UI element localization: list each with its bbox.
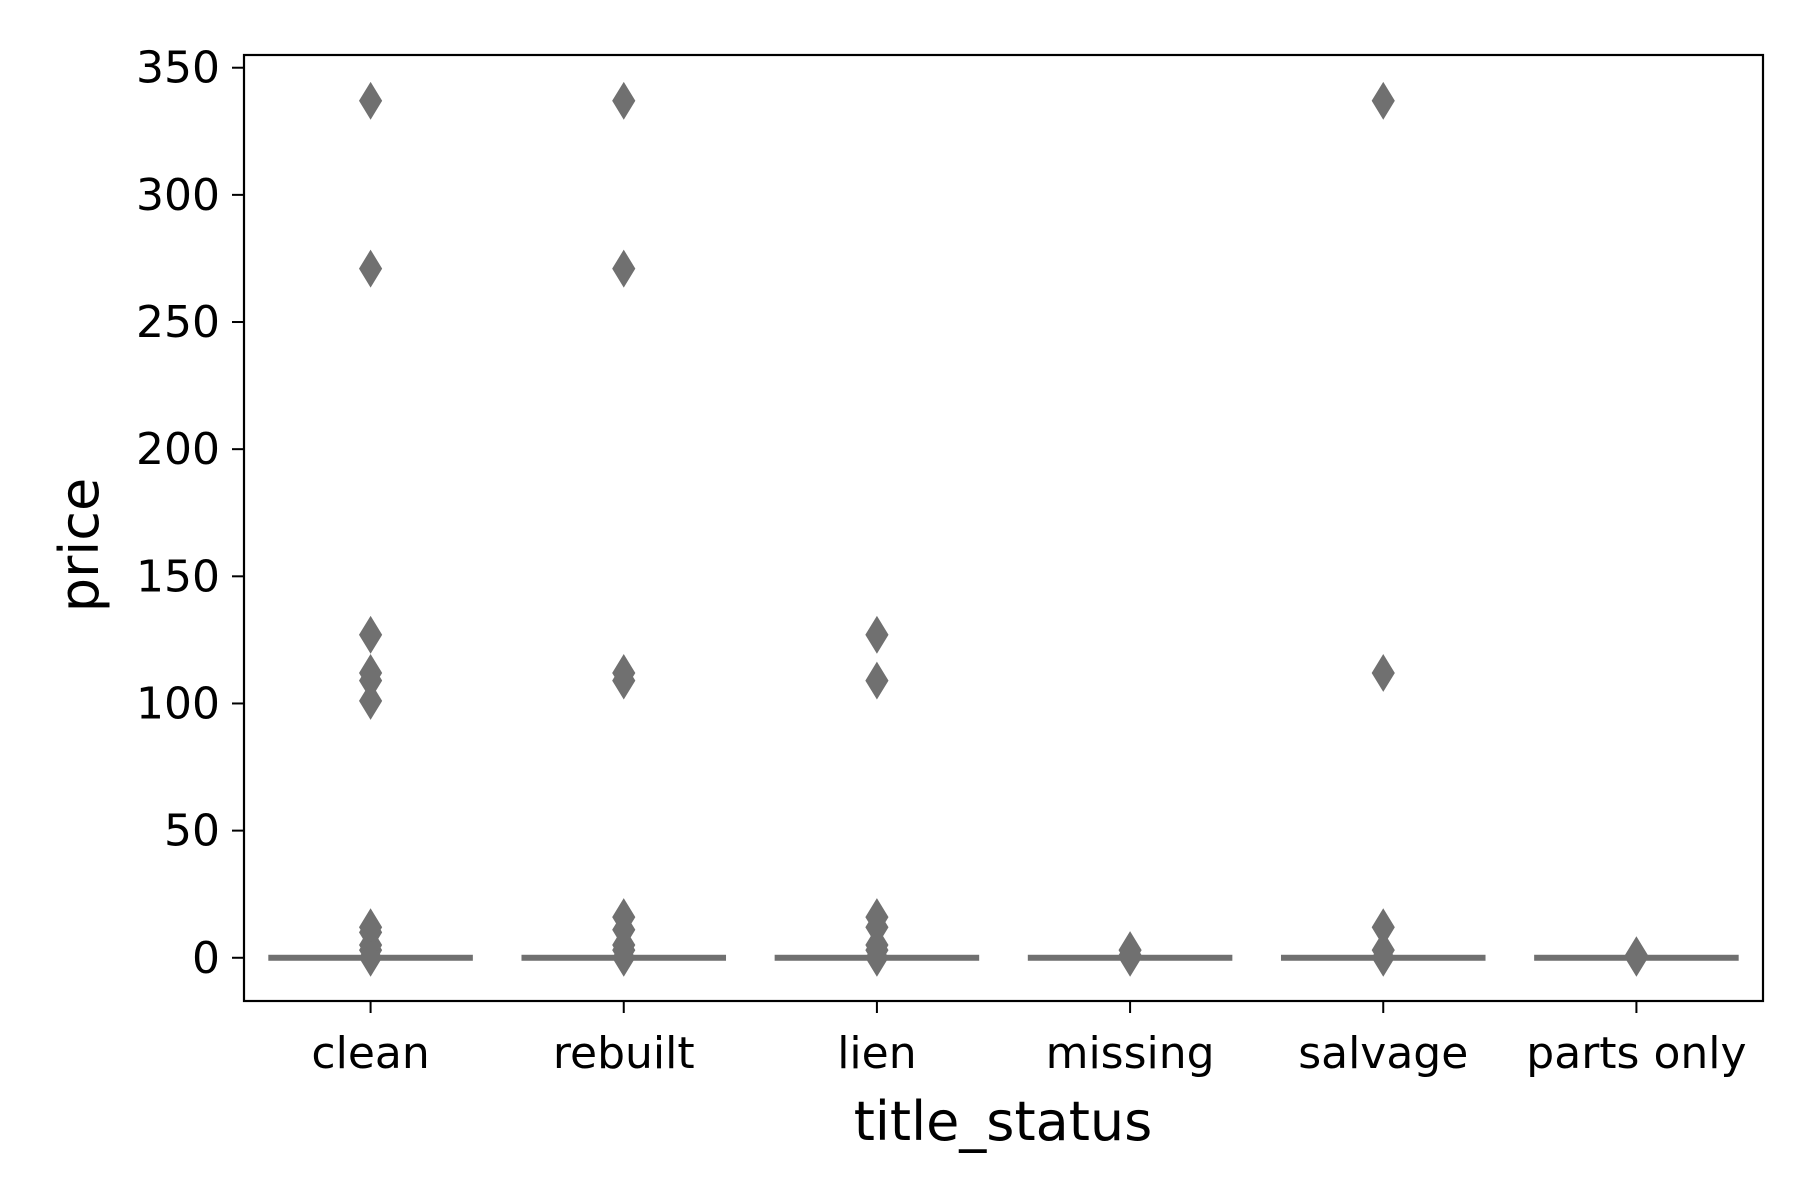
y-tick-label: 100 xyxy=(136,678,220,729)
y-tick-label: 250 xyxy=(136,297,220,348)
box-group-parts-only xyxy=(1534,936,1739,977)
box-group-missing xyxy=(1027,931,1233,977)
outlier-point xyxy=(358,249,383,288)
outlier-point xyxy=(865,938,889,977)
outlier-point xyxy=(1624,938,1649,977)
x-tick-label: missing xyxy=(1046,1028,1215,1079)
box-group-rebuilt xyxy=(521,81,727,977)
box-group-lien xyxy=(774,615,980,977)
outlier-point xyxy=(612,81,636,120)
x-tick-label: rebuilt xyxy=(553,1028,695,1079)
x-tick-label: parts only xyxy=(1526,1028,1746,1079)
plot-marks xyxy=(268,81,1739,977)
y-tick-label: 0 xyxy=(192,933,220,984)
y-tick-label: 300 xyxy=(136,170,220,221)
outlier-point xyxy=(612,938,636,977)
outlier-point xyxy=(1371,81,1395,120)
y-tick-label: 150 xyxy=(136,551,220,602)
y-tick-label: 50 xyxy=(164,806,220,857)
outlier-point xyxy=(865,661,889,700)
outlier-point xyxy=(612,249,636,288)
outlier-point xyxy=(358,938,383,977)
outlier-point xyxy=(612,661,636,700)
y-tick-label: 350 xyxy=(136,43,220,94)
outlier-point xyxy=(358,615,383,654)
x-axis-title: title_status xyxy=(854,1090,1153,1153)
box-group-salvage xyxy=(1280,81,1486,977)
box-group-clean xyxy=(268,81,473,977)
outlier-point xyxy=(865,615,889,654)
outlier-point xyxy=(1371,653,1395,692)
x-tick-label: lien xyxy=(837,1028,916,1079)
outlier-point xyxy=(358,681,383,720)
x-tick-label: salvage xyxy=(1298,1028,1468,1079)
outlier-point xyxy=(1371,938,1395,977)
y-axis-title: price xyxy=(48,478,111,612)
x-tick-label: clean xyxy=(311,1028,429,1079)
x-axis: clean rebuilt lien missing salvage parts only xyxy=(311,1001,1747,1079)
outlier-point xyxy=(1118,938,1142,977)
plot-frame xyxy=(242,53,1765,1003)
y-axis: 0 50 100 150 200 250 300 350 xyxy=(136,43,244,984)
y-tick-label: 200 xyxy=(136,424,220,475)
outlier-point xyxy=(358,81,383,120)
